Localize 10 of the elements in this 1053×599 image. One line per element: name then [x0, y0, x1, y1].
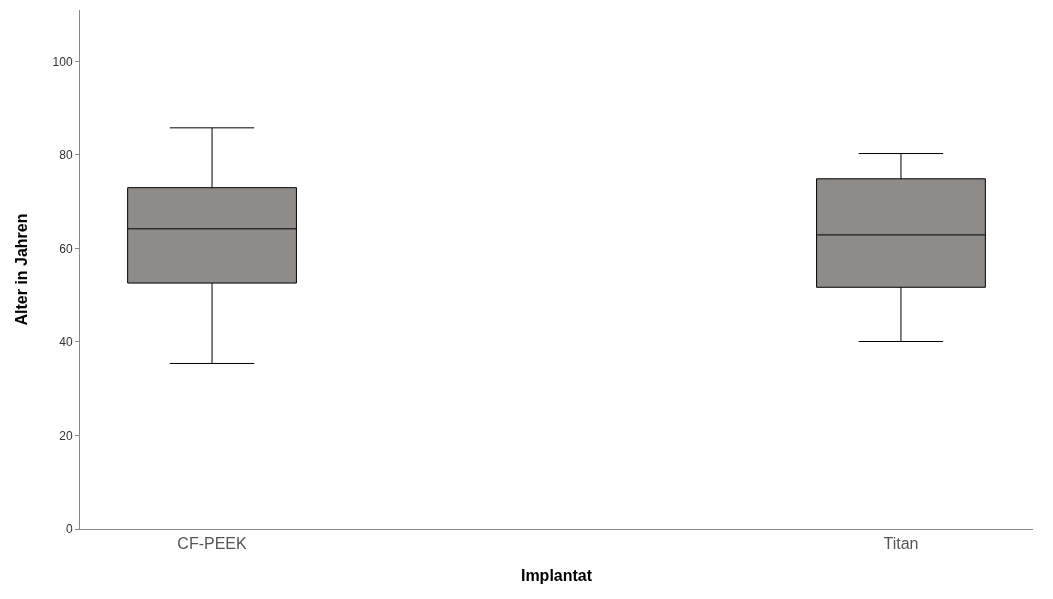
y-tick-label: 40 — [59, 335, 73, 350]
y-axis-title: Alter in Jahren — [13, 213, 31, 326]
y-tick-label: 0 — [65, 522, 73, 537]
y-tick-label: 20 — [59, 428, 73, 443]
x-tick-label: CF-PEEK — [177, 535, 248, 553]
y-tick-label: 60 — [59, 241, 73, 256]
y-tick-label: 100 — [52, 54, 73, 69]
y-tick-label: 80 — [59, 148, 73, 163]
x-tick-label: Titan — [883, 535, 919, 553]
x-axis-title: Implantat — [520, 566, 593, 584]
